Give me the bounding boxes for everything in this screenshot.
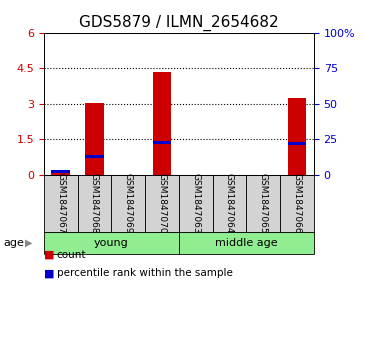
Text: young: young [94,238,129,248]
Text: GSM1847069: GSM1847069 [124,173,133,234]
Bar [77,175,111,232]
Text: middle age: middle age [215,238,278,248]
Text: GSM1847065: GSM1847065 [259,173,268,234]
Bar [212,175,246,232]
Bar [44,232,179,254]
Bar [246,175,280,232]
Bar [85,103,104,175]
Bar [51,170,70,175]
Bar [145,175,179,232]
Text: GSM1847070: GSM1847070 [157,173,166,234]
Text: GSM1847068: GSM1847068 [90,173,99,234]
Bar [51,170,70,174]
Bar [179,175,212,232]
Text: GSM1847066: GSM1847066 [292,173,301,234]
Bar [280,175,314,232]
Bar [153,141,171,144]
Bar [85,155,104,158]
Text: GSM1847064: GSM1847064 [225,173,234,234]
Text: ■: ■ [44,268,54,278]
Bar [179,232,314,254]
Text: ■: ■ [44,250,54,260]
Bar [288,98,306,175]
Bar [44,175,77,232]
Text: age: age [4,238,24,248]
Title: GDS5879 / ILMN_2654682: GDS5879 / ILMN_2654682 [79,15,278,31]
Bar [288,142,306,145]
Text: GSM1847067: GSM1847067 [56,173,65,234]
Text: count: count [57,250,86,260]
Bar [111,175,145,232]
Text: ▶: ▶ [25,238,32,248]
Text: GSM1847063: GSM1847063 [191,173,200,234]
Text: percentile rank within the sample: percentile rank within the sample [57,268,233,278]
Bar [153,72,171,175]
